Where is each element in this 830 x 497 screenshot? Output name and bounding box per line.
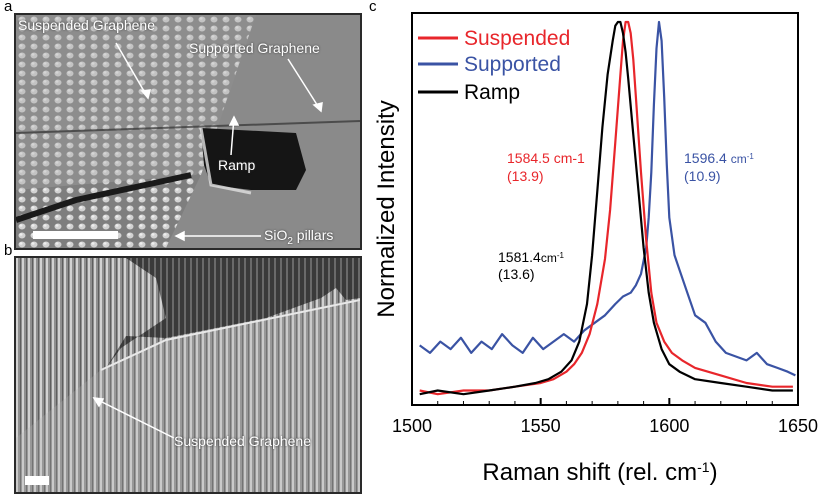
series-line-ramp: [419, 20, 793, 396]
x-axis-label: Raman shift (rel. cm-1): [482, 459, 717, 486]
scale-bar-b: [25, 476, 49, 485]
x-tick-label: 1550: [521, 416, 561, 436]
legend: Suspended Supported Ramp: [418, 27, 570, 104]
x-tick-label: 1600: [649, 416, 689, 436]
sem-b-arrows: [92, 397, 175, 439]
series-line-suspended: [419, 20, 793, 396]
legend-label-suspended: Suspended: [464, 27, 570, 50]
x-tick-label: 1650: [778, 416, 818, 436]
peak-label-suspended: 1584.5 cm-1: [507, 150, 585, 166]
sem-image-a: Suspended Graphene Supported Graphene Ra…: [14, 13, 362, 250]
y-axis-label: Normalized Intensity: [373, 100, 400, 317]
label-suspended-graphene-b: Suspended Graphene: [174, 433, 311, 449]
label-sio2-pillars: SiO2 pillars: [264, 227, 334, 247]
label-suspended-graphene-a: Suspended Graphene: [18, 17, 155, 33]
x-tick-label: 1500: [392, 416, 432, 436]
legend-label-supported: Supported: [464, 53, 561, 76]
fwhm-label-supported: (10.9): [684, 168, 721, 184]
panel-letter-c: c: [369, 0, 377, 15]
sem-b-texture: [16, 258, 360, 492]
fwhm-label-ramp: (13.6): [498, 266, 535, 282]
sem-a-arrows: [115, 42, 323, 242]
label-ramp: Ramp: [218, 157, 256, 173]
legend-label-ramp: Ramp: [464, 81, 520, 104]
series-line-supported: [419, 20, 796, 377]
panel-letter-b: b: [4, 242, 13, 259]
plot-frame: [411, 12, 799, 406]
sem-a-texture: [16, 15, 360, 248]
x-tick-layer: 1500 1550 1600 1650: [392, 398, 818, 436]
peak-label-ramp: 1581.4cm-1: [498, 249, 564, 265]
fwhm-label-suspended: (13.9): [507, 168, 544, 184]
scale-bar-a: [33, 231, 118, 239]
sem-image-b: Suspended Graphene: [14, 256, 362, 494]
label-supported-graphene: Supported Graphene: [189, 40, 320, 56]
panel-letter-a: a: [4, 0, 13, 15]
peak-label-supported: 1596.4 cm-1: [684, 150, 754, 166]
series-layer: [419, 20, 796, 396]
